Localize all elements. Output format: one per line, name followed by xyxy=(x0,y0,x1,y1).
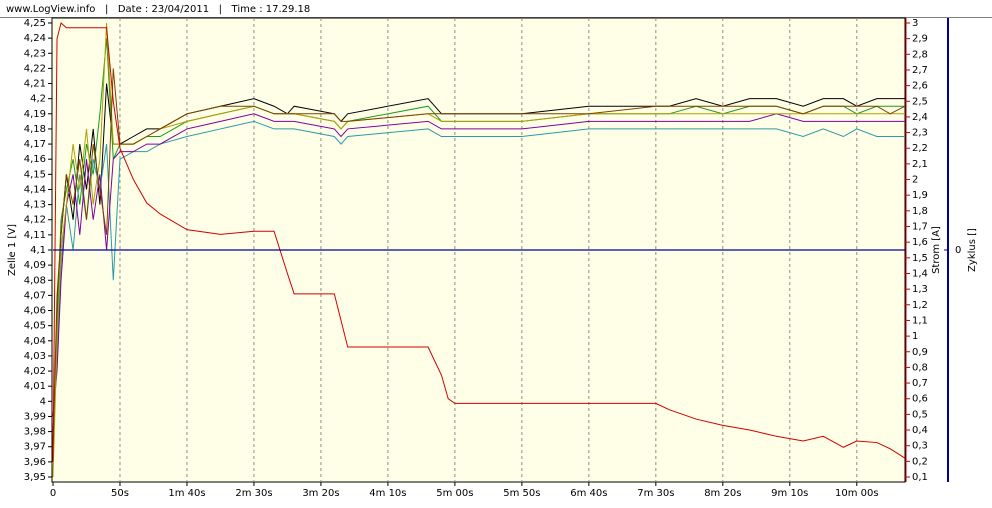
y-tick-label: 4,08 xyxy=(24,275,46,286)
x-tick-label: 0 xyxy=(50,488,56,499)
x-tick-label: 1m 40s xyxy=(168,488,205,499)
x-tick-label: 50s xyxy=(111,488,129,499)
y2-tick-label: 2,2 xyxy=(912,143,928,154)
y2-tick-label: 2,4 xyxy=(912,112,928,123)
y2-tick-label: 0,2 xyxy=(912,456,928,467)
y2-tick-label: 2,9 xyxy=(912,34,928,45)
x-tick-label: 5m 00s xyxy=(436,488,473,499)
x-tick-label: 10m 00s xyxy=(835,488,879,499)
y2-tick-label: 3 xyxy=(912,18,918,29)
x-tick-label: 8m 20s xyxy=(704,488,741,499)
y2-tick-label: 2,3 xyxy=(912,128,928,139)
y2-tick-label: 1 xyxy=(912,331,918,342)
y-tick-label: 4,2 xyxy=(30,94,46,105)
y-tick-label: 4,19 xyxy=(24,109,46,120)
y2-tick-label: 1,8 xyxy=(912,206,928,217)
x-tick-label: 7m 30s xyxy=(637,488,674,499)
y-tick-label: 4,16 xyxy=(24,154,46,165)
y-tick-label: 4,21 xyxy=(24,79,46,90)
y-tick-label: 4,13 xyxy=(24,200,46,211)
y-tick-label: 4,09 xyxy=(24,260,46,271)
y2-tick-label: 1,7 xyxy=(912,222,928,233)
y2-tick-label: 1,6 xyxy=(912,237,928,248)
header: www.LogView.info | Date : 23/04/2011 | T… xyxy=(6,4,310,15)
y3-tick-label: 0 xyxy=(955,245,961,256)
y2-tick-label: 0,6 xyxy=(912,394,928,405)
y2-axis-label: Strom [A] xyxy=(931,226,942,274)
y-tick-label: 4,02 xyxy=(24,366,46,377)
y-tick-label: 4,23 xyxy=(24,48,46,59)
y2-tick-label: 0,5 xyxy=(912,409,928,420)
y2-tick-label: 1,1 xyxy=(912,315,928,326)
y2-tick-label: 1,5 xyxy=(912,253,928,264)
x-tick-label: 9m 10s xyxy=(771,488,808,499)
x-tick-label: 2m 30s xyxy=(235,488,272,499)
y2-tick-label: 2,8 xyxy=(912,49,928,60)
y2-tick-label: 1,3 xyxy=(912,284,928,295)
y2-tick-label: 2 xyxy=(912,175,918,186)
y-tick-label: 3,99 xyxy=(24,411,46,422)
y2-tick-label: 1,2 xyxy=(912,300,928,311)
y3-axis-label: Zyklus [] xyxy=(967,228,978,272)
y2-tick-label: 0,7 xyxy=(912,378,928,389)
y-tick-label: 4 xyxy=(40,396,46,407)
y-tick-label: 3,95 xyxy=(24,472,46,483)
y-tick-label: 4,15 xyxy=(24,169,46,180)
y2-tick-label: 1,4 xyxy=(912,268,928,279)
x-tick-label: 6m 40s xyxy=(570,488,607,499)
y-tick-label: 4,11 xyxy=(24,230,46,241)
x-tick-label: 4m 10s xyxy=(369,488,406,499)
y2-tick-label: 2,5 xyxy=(912,96,928,107)
y2-tick-label: 2,1 xyxy=(912,159,928,170)
y2-tick-label: 2,7 xyxy=(912,65,928,76)
series-line xyxy=(52,22,906,462)
y-tick-label: 4,25 xyxy=(24,18,46,29)
y2-tick-label: 0,9 xyxy=(912,347,928,358)
y-tick-label: 4,22 xyxy=(24,63,46,74)
y2-tick-label: 0,8 xyxy=(912,362,928,373)
y-tick-label: 3,96 xyxy=(24,457,46,468)
y-tick-label: 4,03 xyxy=(24,351,46,362)
x-tick-label: 3m 20s xyxy=(302,488,339,499)
y2-tick-label: 0,1 xyxy=(912,472,928,483)
y-tick-label: 4,1 xyxy=(30,245,46,256)
y2-tick-label: 1,9 xyxy=(912,190,928,201)
y-tick-label: 4,01 xyxy=(24,381,46,392)
y2-tick-label: 2,6 xyxy=(912,81,928,92)
y-tick-label: 4,12 xyxy=(24,215,46,226)
y-tick-label: 4,04 xyxy=(24,336,46,347)
y-tick-label: 4,17 xyxy=(24,139,46,150)
y-tick-label: 3,98 xyxy=(24,427,46,438)
y2-tick-label: 0,3 xyxy=(912,441,928,452)
y-tick-label: 4,18 xyxy=(24,124,46,135)
y-tick-label: 3,97 xyxy=(24,442,46,453)
y-tick-label: 4,06 xyxy=(24,306,46,317)
x-tick-label: 5m 50s xyxy=(503,488,540,499)
y-tick-label: 4,07 xyxy=(24,290,46,301)
y-axis-label: Zelle 1 [V] xyxy=(7,224,18,276)
y-tick-label: 4,14 xyxy=(24,184,46,195)
y2-tick-label: 0,4 xyxy=(912,425,928,436)
y-tick-label: 4,24 xyxy=(24,33,46,44)
y-tick-label: 4,05 xyxy=(24,321,46,332)
series-line xyxy=(52,68,906,447)
series-line xyxy=(52,22,905,478)
series-line xyxy=(52,120,905,432)
